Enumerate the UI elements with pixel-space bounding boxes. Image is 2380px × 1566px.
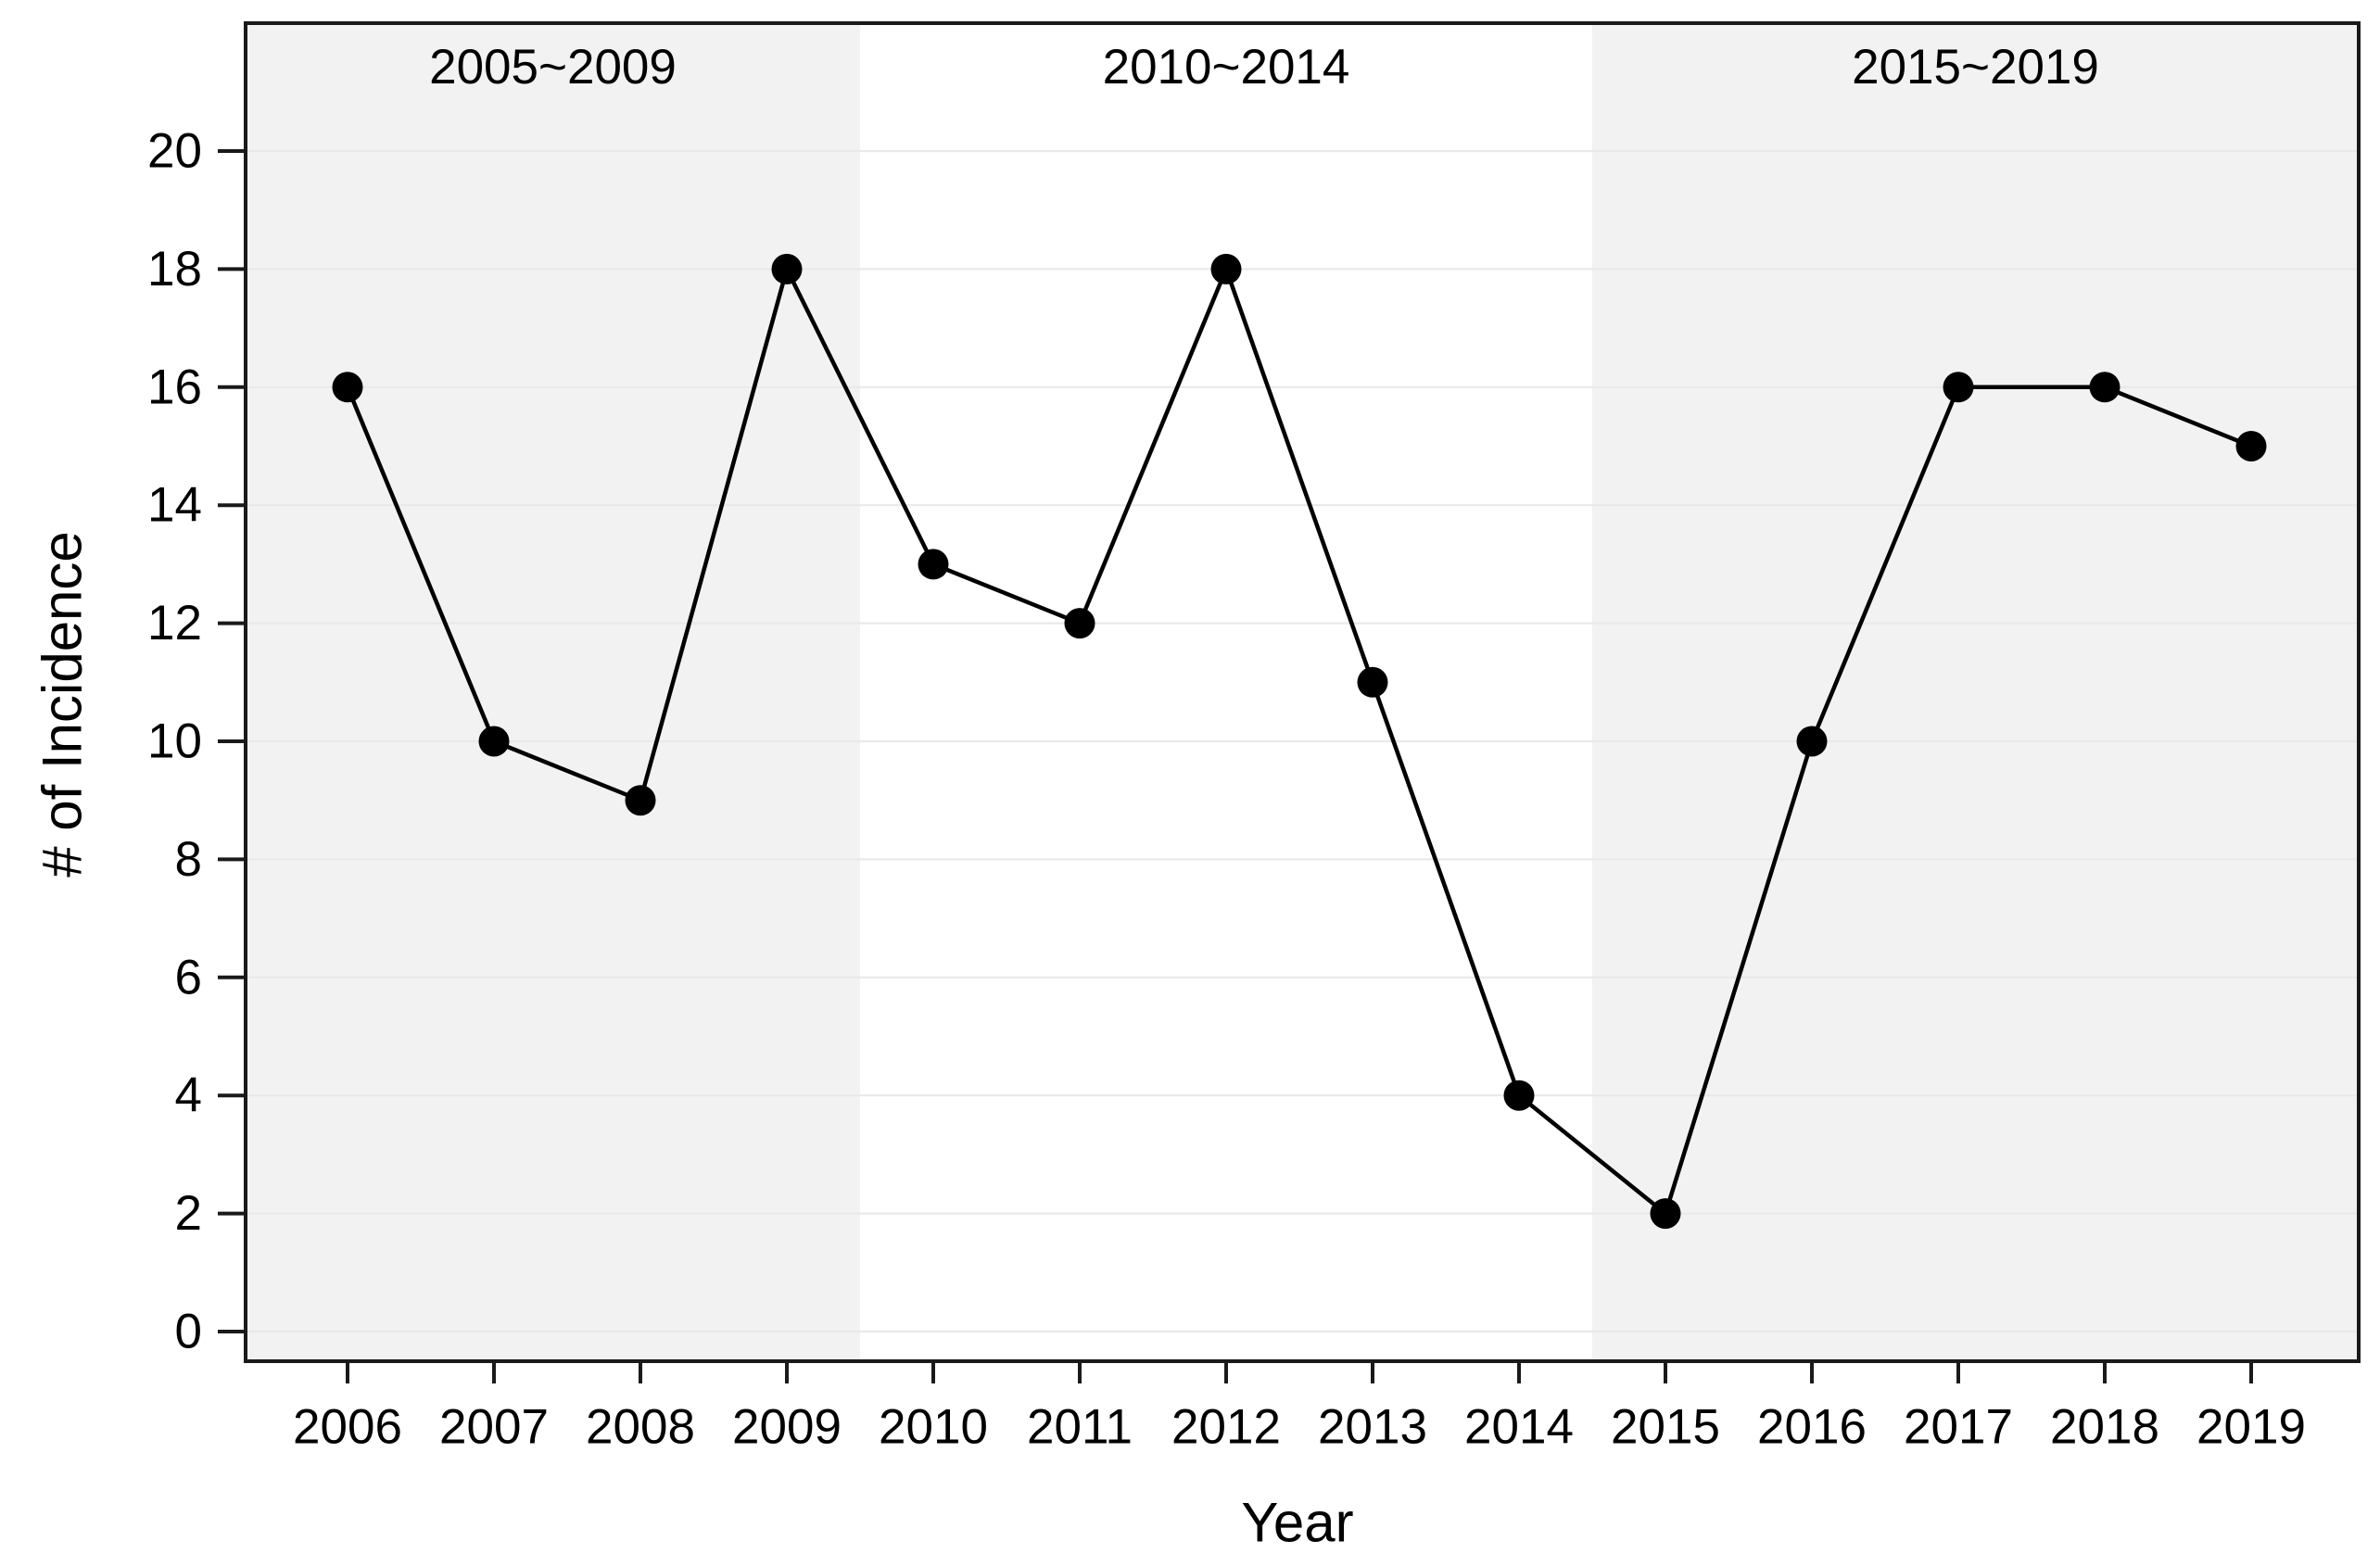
period-band-label: 2010~2014 — [1103, 40, 1350, 95]
data-point — [2235, 431, 2267, 461]
data-point — [771, 253, 803, 284]
period-band — [1592, 23, 2359, 1361]
y-tick-label: 14 — [147, 478, 202, 533]
data-point — [1943, 372, 1974, 403]
data-point — [918, 549, 949, 580]
x-tick-label: 2019 — [2196, 1400, 2306, 1455]
x-tick-label: 2012 — [1171, 1400, 1281, 1455]
x-tick-label: 2015 — [1611, 1400, 1720, 1455]
data-point — [478, 726, 510, 757]
x-tick-label: 2010 — [879, 1400, 988, 1455]
x-tick-label: 2013 — [1318, 1400, 1427, 1455]
x-tick-label: 2017 — [1904, 1400, 2013, 1455]
data-point — [625, 785, 656, 816]
x-tick-label: 2007 — [439, 1400, 549, 1455]
y-tick-label: 16 — [147, 360, 202, 414]
y-tick-label: 0 — [175, 1305, 202, 1359]
y-axis-title: # of Incidence — [32, 531, 94, 878]
data-point — [332, 372, 363, 403]
x-tick-label: 2014 — [1464, 1400, 1574, 1455]
y-tick-label: 12 — [147, 596, 202, 650]
y-tick-label: 10 — [147, 714, 202, 769]
y-tick-label: 4 — [175, 1068, 202, 1123]
y-tick-label: 2 — [175, 1186, 202, 1241]
data-point — [2089, 372, 2120, 403]
x-tick-label: 2006 — [293, 1400, 402, 1455]
data-point — [1357, 666, 1388, 698]
data-point — [1210, 253, 1242, 284]
y-tick-label: 18 — [147, 242, 202, 297]
y-tick-label: 20 — [147, 124, 202, 179]
data-point — [1503, 1080, 1535, 1111]
y-tick-label: 6 — [175, 950, 202, 1004]
x-tick-label: 2008 — [586, 1400, 695, 1455]
series-line — [345, 267, 2252, 1216]
data-point — [1650, 1198, 1681, 1230]
x-tick-label: 2011 — [1027, 1400, 1133, 1455]
period-band-label: 2015~2019 — [1852, 40, 2099, 95]
y-tick-label: 8 — [175, 832, 202, 887]
x-axis-title: Year — [1241, 1492, 1353, 1554]
period-band — [246, 23, 860, 1361]
x-tick-label: 2016 — [1757, 1400, 1867, 1455]
x-tick-label: 2009 — [732, 1400, 842, 1455]
data-point — [1796, 726, 1828, 757]
plot-border — [244, 21, 2361, 1363]
period-band-label: 2005~2009 — [429, 40, 677, 95]
data-point — [1064, 608, 1095, 639]
x-tick-label: 2018 — [2050, 1400, 2159, 1455]
